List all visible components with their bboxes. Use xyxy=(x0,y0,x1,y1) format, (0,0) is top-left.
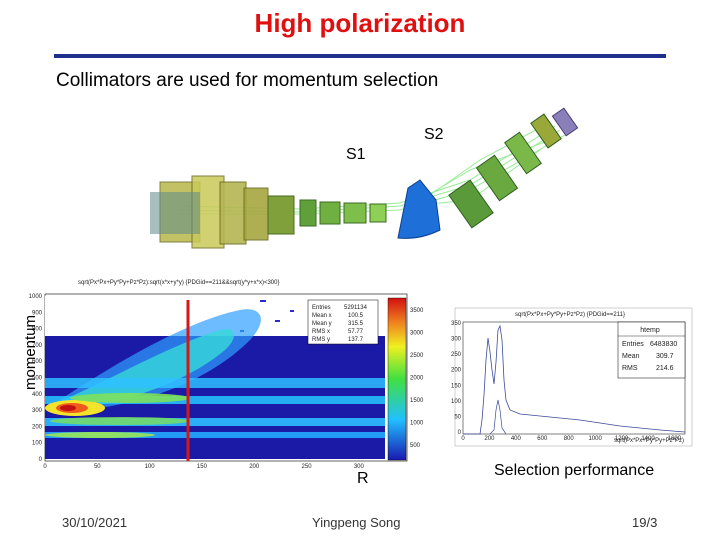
histogram-y-tick: 100 xyxy=(451,399,462,405)
footer-date: 30/10/2021 xyxy=(62,515,128,530)
palette-tick: 3500 xyxy=(410,308,424,314)
svg-text:100.5: 100.5 xyxy=(348,313,364,319)
histogram-x-tick: 800 xyxy=(564,436,575,442)
heatmap-y-tick: 1000 xyxy=(29,294,43,300)
collimator-block xyxy=(267,195,295,235)
selection-caption: Selection performance xyxy=(494,462,655,479)
palette-tick: 1000 xyxy=(410,421,424,427)
svg-text:Mean y: Mean y xyxy=(312,321,332,327)
heatmap-y-tick: 0 xyxy=(39,457,43,463)
histogram-x-tick: 1000 xyxy=(588,436,602,442)
histogram-x-tick: 1200 xyxy=(615,436,629,442)
s2-element xyxy=(448,179,494,229)
histogram-line xyxy=(489,399,507,435)
histogram-x-label: sqrt(Px*Px+Py*Py+Pz*Pz) xyxy=(614,438,684,444)
svg-text:214.6: 214.6 xyxy=(656,365,674,372)
histogram-y-tick: 200 xyxy=(451,368,462,374)
slide-subtitle: Collimators are used for momentum select… xyxy=(56,70,439,91)
heatmap-y-tick: 500 xyxy=(32,376,43,382)
histogram-y-tick: 150 xyxy=(451,383,462,389)
palette-tick: 3000 xyxy=(410,331,424,337)
histogram-y-tick: 350 xyxy=(451,321,462,327)
heatmap-y-tick: 300 xyxy=(32,408,43,414)
svg-text:315.5: 315.5 xyxy=(348,321,364,327)
histogram-stats-box xyxy=(617,321,686,379)
histogram-header: sqrt(Px*Px+Py*Py+Pz*Pz) {PDGid==211} xyxy=(515,312,625,318)
heatmap-stats-box xyxy=(307,299,379,345)
label-r: R xyxy=(357,470,369,487)
title-underline xyxy=(54,54,666,58)
svg-text:5291134: 5291134 xyxy=(344,305,368,311)
palette-tick: 2000 xyxy=(410,376,424,382)
heatmap-x-tick: 200 xyxy=(249,464,260,470)
footer-author: Yingpeng Song xyxy=(312,515,401,530)
s2-element xyxy=(530,113,562,149)
s2-element xyxy=(504,131,542,175)
svg-text:137.7: 137.7 xyxy=(348,337,364,343)
heatmap-x-tick: 50 xyxy=(94,464,101,470)
svg-text:Mean x: Mean x xyxy=(312,313,332,319)
collimator-block xyxy=(243,187,269,241)
histogram-y-tick: 50 xyxy=(454,414,461,420)
heatmap-y-tick: 200 xyxy=(32,424,43,430)
palette-tick: 1500 xyxy=(410,398,424,404)
palette-tick: 500 xyxy=(410,443,421,449)
s1-element xyxy=(319,201,341,225)
heatmap-x-tick: 300 xyxy=(354,464,365,470)
svg-text:RMS: RMS xyxy=(622,365,638,372)
histogram-x-tick: 400 xyxy=(511,436,522,442)
svg-text:htemp: htemp xyxy=(640,327,660,334)
heatmap-x-tick: 250 xyxy=(302,464,313,470)
color-palette-bar xyxy=(387,297,407,461)
histogram-x-tick: 0 xyxy=(461,436,465,442)
svg-text:Entries: Entries xyxy=(622,341,644,348)
histogram-y-tick: 250 xyxy=(451,352,462,358)
s1-element xyxy=(299,199,317,227)
histogram-line xyxy=(463,324,686,435)
slide-title: High polarization xyxy=(254,8,466,38)
collimator-block xyxy=(150,192,200,234)
svg-text:6483830: 6483830 xyxy=(650,341,677,348)
palette-tick: 2500 xyxy=(410,353,424,359)
histogram-y-tick: 0 xyxy=(458,430,462,436)
heatmap-y-tick: 700 xyxy=(32,343,43,349)
heatmap-x-tick: 150 xyxy=(197,464,208,470)
label-s1: S1 xyxy=(346,146,366,163)
heatmap-y-tick: 900 xyxy=(32,310,43,316)
svg-text:RMS x: RMS x xyxy=(312,329,330,335)
heatmap-y-tick: 400 xyxy=(32,392,43,398)
heatmap-x-tick: 100 xyxy=(145,464,156,470)
dipole-magnet xyxy=(397,179,441,239)
svg-text:309.7: 309.7 xyxy=(656,353,674,360)
histogram-x-tick: 200 xyxy=(484,436,495,442)
s2-element xyxy=(551,107,579,137)
svg-text:Entries: Entries xyxy=(312,305,331,311)
heatmap-header: sqrt(Px*Px+Py*Py+Pz*Pz):sqrt(x*x+y*y) {P… xyxy=(78,280,279,286)
svg-text:57.77: 57.77 xyxy=(348,329,364,335)
heatmap-y-tick: 800 xyxy=(32,327,43,333)
heatmap-y-tick: 100 xyxy=(32,441,43,447)
s1-element xyxy=(343,202,367,224)
footer-page-number: 19/3 xyxy=(632,515,658,530)
s1-element xyxy=(369,203,387,223)
heatmap-x-tick: 0 xyxy=(43,464,47,470)
histogram-x-tick: 1600 xyxy=(668,436,682,442)
label-s2: S2 xyxy=(424,126,444,143)
histogram-x-tick: 1400 xyxy=(641,436,655,442)
heatmap-y-tick: 600 xyxy=(32,359,43,365)
svg-text:RMS y: RMS y xyxy=(312,337,330,343)
histogram-y-tick: 300 xyxy=(451,337,462,343)
histogram-x-tick: 600 xyxy=(537,436,548,442)
svg-text:Mean: Mean xyxy=(622,353,640,360)
s2-element xyxy=(475,154,519,202)
